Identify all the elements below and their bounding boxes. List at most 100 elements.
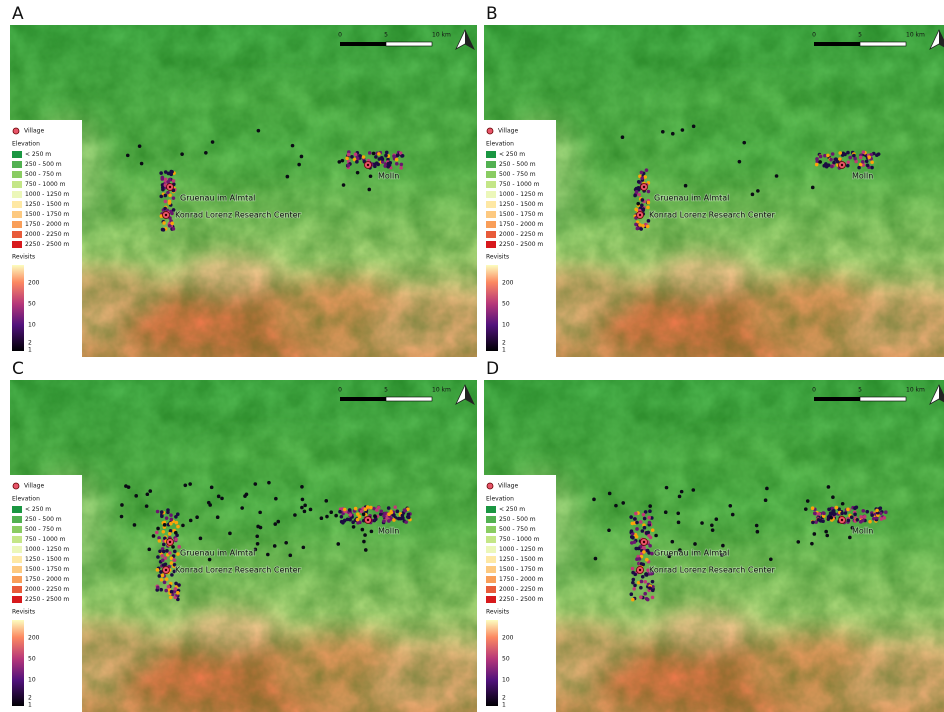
map-panel: Gruenau im Almtal Konrad Lorenz Research … [484,380,944,712]
gps-point [875,508,879,513]
gps-point [220,496,224,501]
gps-point [183,483,188,488]
gps-point [640,203,644,208]
gps-point [379,509,384,514]
gps-point [755,529,760,534]
gps-point [865,509,870,514]
legend-swatch [12,506,22,513]
colorbar-tick-label: 1 [502,702,506,709]
legend-text: 250 - 500 m [25,516,62,523]
gps-point [631,580,635,585]
gps-point [860,159,865,164]
gps-point [157,539,162,543]
gps-point [882,516,887,520]
gps-point [163,177,168,182]
gps-point [173,530,178,535]
gps-point [400,513,405,518]
legend-title: Revisits [486,609,509,616]
gps-point [285,174,290,179]
gps-point [635,226,640,231]
gps-point [403,508,408,513]
gps-point [160,183,165,187]
gps-point [337,160,342,164]
legend-swatch [12,191,22,198]
gps-point [340,158,345,163]
gps-point [358,154,362,158]
gps-point [341,183,346,187]
gps-point [796,540,801,544]
gps-point [644,168,649,172]
gps-point [631,535,635,540]
legend: Village Elevation < 250 m 250 - 500 m 500 - … [484,120,556,357]
legend-text: 1500 - 1750 m [499,566,543,573]
legend-swatch [486,506,496,513]
gps-point [676,520,681,525]
legend-swatch [486,576,496,583]
scale-bar-white [385,41,433,47]
gps-point [369,529,374,534]
place-label: Molln [852,172,873,181]
gps-point [156,555,160,559]
gps-point [358,520,362,525]
gps-point [387,519,391,523]
gps-point [639,595,643,599]
legend-village-symbol [486,127,494,135]
legend-swatch [12,546,22,553]
gps-point [646,530,651,535]
gps-point [640,176,645,180]
legend-swatch [12,201,22,208]
legend-swatch [12,181,22,188]
gps-point [643,510,648,514]
place-label: Konrad Lorenz Research Center [175,566,302,575]
legend-swatch [12,171,22,178]
gps-point [302,509,307,514]
scale-label: 5 [384,387,388,394]
gps-point [861,150,866,154]
gps-point [756,189,760,193]
place-label: Konrad Lorenz Research Center [175,211,302,220]
gps-point [375,508,379,512]
gps-point [159,570,163,574]
gps-point [157,574,162,578]
gps-point [369,505,373,510]
gps-point [633,517,637,521]
north-arrow-half [465,385,474,404]
legend-text: 750 - 1000 m [25,536,66,543]
gps-point [737,159,742,164]
legend-text: 1750 - 2000 m [499,576,543,583]
gps-point [643,579,648,584]
gps-point [177,583,181,587]
gps-point [838,151,842,155]
gps-point [188,482,192,486]
gps-point [169,581,173,586]
gps-point [160,175,165,180]
village-center [638,213,642,217]
gps-point [148,489,153,493]
scale-label: 10 km [906,32,925,39]
gps-point [641,512,646,517]
gps-point [173,587,178,591]
gps-point [843,511,848,515]
gps-point [163,556,168,560]
north-arrow-half [939,30,944,47]
scale-bar-white [859,396,907,402]
gps-point [341,520,345,525]
legend-swatch [486,586,496,593]
legend-village-symbol [12,482,20,490]
gps-point [639,170,644,175]
legend-swatch [12,586,22,593]
gps-point [848,535,852,540]
legend-swatch [486,191,496,198]
gps-point [258,510,262,515]
gps-point [644,572,648,577]
colorbar-tick-label: 200 [502,280,514,287]
gps-point [607,491,612,496]
gps-point [691,488,696,492]
gps-point [637,192,641,197]
gps-point [817,512,822,516]
place-label: Gruenau im Almtal [180,194,255,203]
gps-point [859,515,863,519]
legend-swatch [12,221,22,228]
legend-text: 250 - 500 m [499,516,536,523]
gps-point [824,162,828,166]
